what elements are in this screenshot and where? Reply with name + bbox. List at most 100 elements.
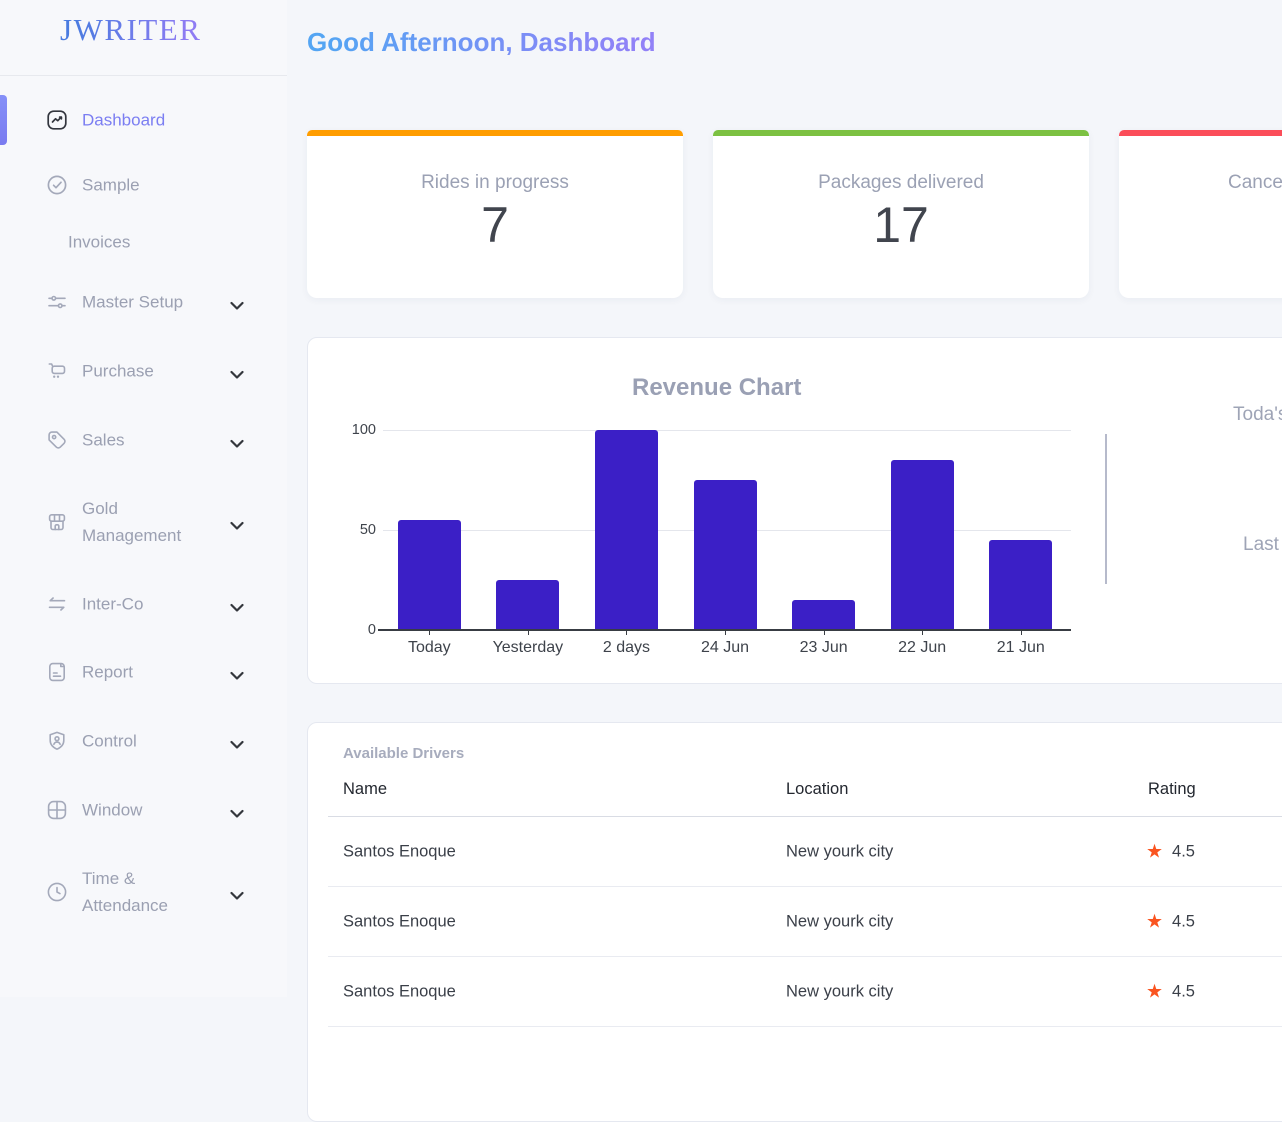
table-body: Santos Enoque New yourk city ★ 4.5 Santos… xyxy=(328,816,1282,1027)
chevron-down-icon[interactable] xyxy=(230,436,244,448)
available-drivers-card: Available Drivers Name Location Rating S… xyxy=(307,722,1282,1122)
clock-icon xyxy=(45,880,69,904)
column-header-location: Location xyxy=(786,780,849,798)
stat-label: Packages delivered xyxy=(818,172,984,193)
sidebar-item-time-attendance[interactable]: Time & Attendance xyxy=(0,860,287,924)
transfer-arrows-icon xyxy=(45,592,69,616)
sidebar-divider xyxy=(0,75,287,76)
sidebar-item-purchase[interactable]: Purchase xyxy=(0,349,287,393)
window-grid-icon xyxy=(45,798,69,822)
rating-value: 4.5 xyxy=(1172,842,1195,860)
bar-slot xyxy=(479,430,578,630)
chevron-down-icon[interactable] xyxy=(230,600,244,612)
chart-bar xyxy=(792,600,856,630)
x-tick-label: 24 Jun xyxy=(676,631,775,657)
chevron-down-icon[interactable] xyxy=(230,888,244,900)
tag-icon xyxy=(45,428,69,452)
sidebar-item-label: Dashboard xyxy=(82,110,166,130)
bar-slot xyxy=(873,430,972,630)
sidebar-item-control[interactable]: Control xyxy=(0,719,287,763)
column-header-name: Name xyxy=(343,780,388,798)
chart-side-divider xyxy=(1105,434,1107,584)
chevron-down-icon[interactable] xyxy=(230,367,244,379)
x-tick-label: 22 Jun xyxy=(873,631,972,657)
driver-rating: ★ 4.5 xyxy=(1146,912,1195,931)
sliders-icon xyxy=(45,290,69,314)
table-row: Santos Enoque New yourk city ★ 4.5 xyxy=(328,887,1282,957)
chevron-down-icon[interactable] xyxy=(230,806,244,818)
sidebar: JWRITER Dashboard Sample Invoices Master… xyxy=(0,0,287,997)
chart-bar xyxy=(989,540,1053,630)
stat-value: 17 xyxy=(873,197,929,253)
sidebar-item-window[interactable]: Window xyxy=(0,788,287,832)
trend-chart-icon xyxy=(45,108,69,132)
sidebar-item-gold-management[interactable]: Gold Management xyxy=(0,490,287,554)
card-accent-bar xyxy=(307,130,683,136)
sidebar-item-label: Report xyxy=(82,662,134,682)
x-tick-label: Today xyxy=(380,631,479,657)
table-row: Santos Enoque New yourk city ★ 4.5 xyxy=(328,817,1282,887)
stat-card-cancelled: Cance xyxy=(1119,130,1282,298)
x-tick-label: 23 Jun xyxy=(774,631,873,657)
storefront-icon xyxy=(45,510,69,534)
page-greeting: Good Afternoon, Dashboard xyxy=(307,27,656,57)
stat-card-rides-in-progress: Rides in progress 7 xyxy=(307,130,683,298)
gridline xyxy=(383,430,1071,431)
sidebar-item-label: Purchase xyxy=(82,361,154,381)
sidebar-item-sales[interactable]: Sales xyxy=(0,418,287,462)
sidebar-item-label: Control xyxy=(82,731,137,751)
driver-name: Santos Enoque xyxy=(343,982,456,1000)
y-tick-label: 0 xyxy=(367,622,376,638)
stat-label: Cance xyxy=(1228,172,1282,193)
check-circle-icon xyxy=(45,173,69,197)
chart-bar xyxy=(397,520,461,630)
sidebar-item-label: Time & Attendance xyxy=(82,869,169,915)
revenue-chart-card: Revenue Chart 0 50 100 Today Yesterday 2 day… xyxy=(307,337,1282,684)
sidebar-item-sample[interactable]: Sample xyxy=(0,163,287,207)
chart-bar xyxy=(496,580,560,630)
card-accent-bar xyxy=(1119,130,1282,136)
chevron-down-icon[interactable] xyxy=(230,668,244,680)
chart-bar xyxy=(890,460,954,630)
sidebar-item-dashboard[interactable]: Dashboard xyxy=(0,98,287,142)
stat-card-packages-delivered: Packages delivered 17 xyxy=(713,130,1089,298)
y-tick-label: 100 xyxy=(351,422,376,438)
driver-location: New yourk city xyxy=(786,842,894,860)
table-row: Santos Enoque New yourk city ★ 4.5 xyxy=(328,957,1282,1027)
report-document-icon xyxy=(45,660,69,684)
stat-value: 7 xyxy=(481,197,509,253)
sidebar-item-invoices[interactable]: Invoices xyxy=(0,220,287,264)
star-icon: ★ xyxy=(1146,981,1164,1002)
star-icon: ★ xyxy=(1146,911,1164,932)
column-header-rating: Rating xyxy=(1148,780,1196,798)
driver-rating: ★ 4.5 xyxy=(1146,982,1195,1001)
sidebar-item-label: Sample xyxy=(82,175,140,195)
x-axis-labels: Today Yesterday 2 days 24 Jun 23 Jun 22 Jun 21… xyxy=(380,631,1070,657)
cart-icon xyxy=(45,359,69,383)
x-tick-label: Yesterday xyxy=(479,631,578,657)
chart-title: Revenue Chart xyxy=(632,374,802,401)
sidebar-item-label: Invoices xyxy=(68,232,131,252)
sidebar-item-label: Gold Management xyxy=(82,499,182,545)
chevron-down-icon[interactable] xyxy=(230,518,244,530)
sidebar-item-label: Master Setup xyxy=(82,292,184,312)
chart-bar xyxy=(594,430,658,630)
sidebar-item-inter-co[interactable]: Inter-Co xyxy=(0,582,287,626)
stat-label: Rides in progress xyxy=(421,172,569,193)
sidebar-item-label: Sales xyxy=(82,430,125,450)
bar-slot xyxy=(380,430,479,630)
sidebar-item-label: Inter-Co xyxy=(82,594,144,614)
card-accent-bar xyxy=(713,130,1089,136)
y-tick-label: 50 xyxy=(359,522,376,538)
sidebar-item-master-setup[interactable]: Master Setup xyxy=(0,280,287,324)
chevron-down-icon[interactable] xyxy=(230,737,244,749)
chevron-down-icon[interactable] xyxy=(230,298,244,310)
sidebar-item-report[interactable]: Report xyxy=(0,650,287,694)
app-logo: JWRITER xyxy=(60,12,202,47)
x-tick-label: 21 Jun xyxy=(971,631,1070,657)
y-axis-ticks: 0 50 100 xyxy=(336,422,376,638)
bar-slot xyxy=(577,430,676,630)
driver-name: Santos Enoque xyxy=(343,842,456,860)
chart-side-label-last: Last xyxy=(1243,534,1279,555)
active-item-indicator xyxy=(0,95,7,145)
